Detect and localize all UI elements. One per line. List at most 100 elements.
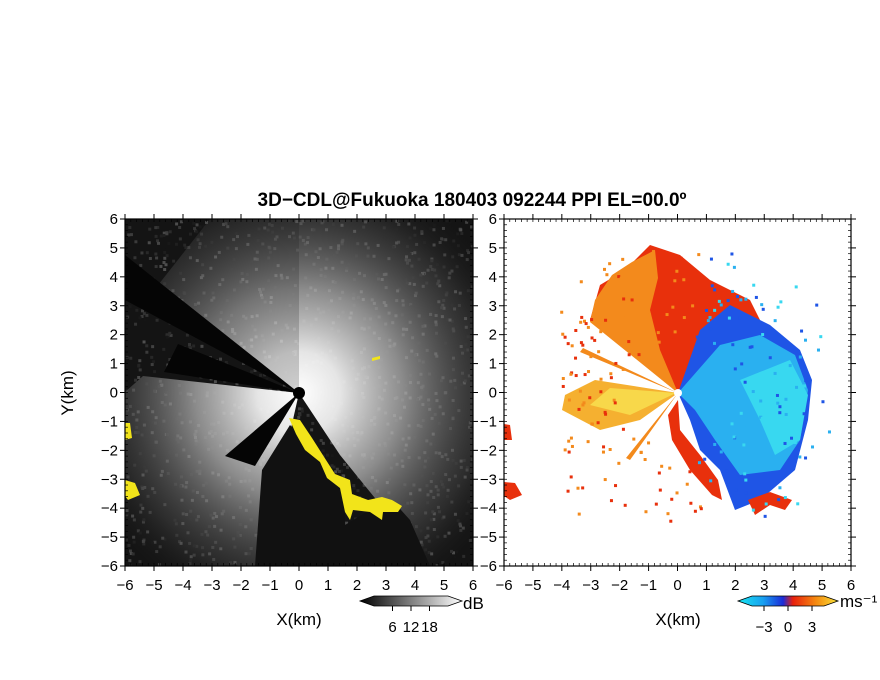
blocked-sector-south: [225, 393, 299, 466]
velocity-speckle: [597, 350, 601, 354]
velocity-speckle: [593, 338, 597, 342]
velocity-speckle: [627, 353, 631, 357]
x-tick-label: −5: [524, 577, 541, 594]
x-tick-label: −6: [116, 577, 133, 594]
velocity-red-south: [668, 400, 722, 500]
intensity-speckle: [150, 355, 154, 359]
velocity-speckle: [621, 427, 625, 431]
intensity-speckle: [159, 264, 163, 268]
velocity-speckle: [719, 303, 723, 307]
velocity-ticks: −6 −5 −4 −3 −2 −1 0 1 2 3 4 5 6 6 5 4 3 2 1 0 −1 −2 −3 −4 −5 −6: [480, 211, 856, 594]
intensity-speckle: [356, 489, 360, 493]
velocity-speckle: [673, 279, 677, 283]
velocity-speckle: [802, 412, 806, 416]
y-tick-label: 5: [110, 240, 118, 257]
intensity-speckle: [128, 226, 132, 230]
colorbar-tick-label: 0: [784, 619, 792, 636]
velocity-speckle: [609, 499, 613, 503]
intensity-speckle: [135, 308, 139, 312]
intensity-speckle: [192, 221, 196, 225]
velocity-speckle: [614, 361, 618, 365]
velocity-speckle: [730, 252, 734, 256]
velocity-colorbar-bar: [736, 595, 840, 607]
velocity-speckle: [630, 298, 634, 302]
intensity-speckle: [213, 380, 217, 384]
velocity-radar-site: [674, 389, 682, 397]
velocity-speckle: [589, 355, 593, 359]
velocity-speckle: [759, 415, 763, 419]
intensity-speckle: [155, 256, 159, 260]
intensity-speckle: [334, 470, 338, 474]
velocity-speckle: [779, 300, 783, 304]
velocity-speckle: [622, 297, 626, 301]
intensity-speckle: [165, 335, 169, 339]
velocity-speckle: [672, 335, 676, 339]
colorbar-tick-label: 6: [388, 619, 396, 636]
radar-site: [293, 387, 305, 399]
velocity-speckle: [794, 285, 798, 289]
velocity-speckle: [752, 283, 756, 287]
velocity-speckle: [599, 377, 603, 381]
velocity-speckle: [673, 330, 677, 334]
x-tick-label: −5: [145, 577, 162, 594]
intensity-speckle: [319, 438, 323, 442]
intensity-speckle: [134, 240, 138, 244]
colorbar-tick-label: 12: [403, 619, 420, 636]
echo-flag-west: [125, 423, 140, 500]
x-tick-label: −2: [611, 577, 628, 594]
velocity-speckle: [717, 299, 721, 303]
x-tick-label: 5: [818, 577, 826, 594]
y-tick-label: 5: [489, 240, 497, 257]
velocity-speckle: [773, 319, 777, 323]
velocity-speckle: [579, 341, 583, 345]
velocity-speckle: [693, 509, 697, 513]
velocity-speckle: [665, 299, 669, 303]
velocity-speckle: [778, 405, 782, 409]
x-tick-label: −3: [582, 577, 599, 594]
intensity-speckle: [265, 377, 269, 381]
velocity-speckle: [748, 345, 752, 349]
intensity-speckle: [175, 222, 179, 226]
y-tick-label: −2: [101, 442, 118, 459]
velocity-speckle: [682, 278, 686, 282]
velocity-speckle: [599, 390, 603, 394]
intensity-speckle: [242, 361, 246, 365]
velocity-speckle: [773, 371, 777, 375]
intensity-speckle: [165, 232, 169, 236]
velocity-speckle: [603, 267, 607, 271]
velocity-speckle: [569, 436, 573, 440]
intensity-speckle: [269, 388, 273, 392]
velocity-speckle: [647, 441, 651, 445]
intensity-speckle: [204, 220, 208, 224]
velocity-speckle: [733, 367, 737, 371]
intensity-speckle: [156, 239, 160, 243]
intensity-speckle: [219, 357, 223, 361]
intensity-speckle: [143, 318, 147, 322]
intensity-speckle: [138, 359, 142, 363]
blocked-sector-north: [125, 255, 299, 393]
velocity-speckle: [614, 484, 618, 488]
velocity-speckle: [738, 316, 742, 320]
intensity-speckle: [346, 465, 350, 469]
intensity-speckle: [140, 309, 144, 313]
velocity-speckle: [586, 325, 590, 329]
velocity-speckle: [795, 385, 799, 389]
velocity-speckle: [764, 502, 768, 506]
velocity-speckle: [579, 320, 583, 324]
intensity-speckle: [352, 484, 356, 488]
velocity-panel: −6 −5 −4 −3 −2 −1 0 1 2 3 4 5 6 6 5 4 3 2 1 0 −1 −2 −3 −4 −5 −6: [480, 211, 856, 594]
x-tick-label: −4: [174, 577, 191, 594]
velocity-speckle: [743, 380, 747, 384]
x-tick-label: 5: [440, 577, 448, 594]
velocity-speckle: [675, 491, 679, 495]
velocity-speckle: [624, 316, 628, 320]
x-tick-label: 4: [789, 577, 797, 594]
velocity-speckle: [750, 345, 754, 349]
intensity-sector-northwest: [155, 219, 299, 393]
intensity-speckle: [157, 241, 161, 245]
velocity-speckle: [581, 403, 585, 407]
velocity-speckle: [726, 262, 730, 266]
velocity-speckle: [675, 269, 679, 273]
velocity-speckle: [688, 470, 692, 474]
velocity-speckle: [563, 335, 567, 339]
